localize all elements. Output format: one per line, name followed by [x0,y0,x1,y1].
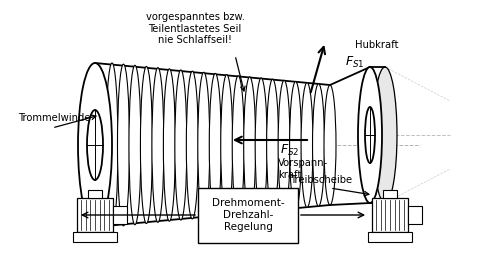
Ellipse shape [152,68,164,222]
Ellipse shape [301,83,313,207]
Bar [368,232,412,242]
Ellipse shape [255,78,267,212]
Ellipse shape [209,74,221,216]
Ellipse shape [87,110,103,180]
Ellipse shape [312,84,324,206]
Ellipse shape [232,76,244,214]
Bar [372,198,408,232]
Text: vorgespanntes bzw.
Teilentlastetes Seil
nie Schlaffseil!: vorgespanntes bzw. Teilentlastetes Seil … [145,12,244,45]
Text: Drehmoment-
Drehzahl-
Regelung: Drehmoment- Drehzahl- Regelung [212,198,284,232]
Ellipse shape [266,79,278,211]
Ellipse shape [198,72,210,218]
Bar [408,206,422,224]
Ellipse shape [289,82,301,208]
Bar [113,206,127,224]
Bar [383,190,397,198]
Text: Trommelwinde: Trommelwinde [18,113,91,123]
Text: $F_{S2}$: $F_{S2}$ [280,143,300,158]
Ellipse shape [129,65,141,225]
Ellipse shape [365,107,375,163]
Ellipse shape [278,80,290,210]
Ellipse shape [358,67,382,203]
Text: $F_{S1}$: $F_{S1}$ [345,54,364,70]
Ellipse shape [118,64,130,226]
Ellipse shape [244,77,256,213]
Ellipse shape [221,75,233,215]
Text: Treibscheibe: Treibscheibe [290,175,352,185]
Ellipse shape [106,63,118,227]
Bar [198,188,298,243]
Bar [73,232,117,242]
Bar [88,190,102,198]
Ellipse shape [186,71,198,219]
Ellipse shape [373,67,397,203]
Text: Vorspann-
kraft: Vorspann- kraft [278,158,328,180]
Ellipse shape [163,69,175,221]
Text: Hubkraft: Hubkraft [355,40,398,50]
Bar [77,198,113,232]
Ellipse shape [324,85,336,205]
Ellipse shape [78,63,112,227]
Ellipse shape [175,70,187,220]
Ellipse shape [141,67,153,223]
